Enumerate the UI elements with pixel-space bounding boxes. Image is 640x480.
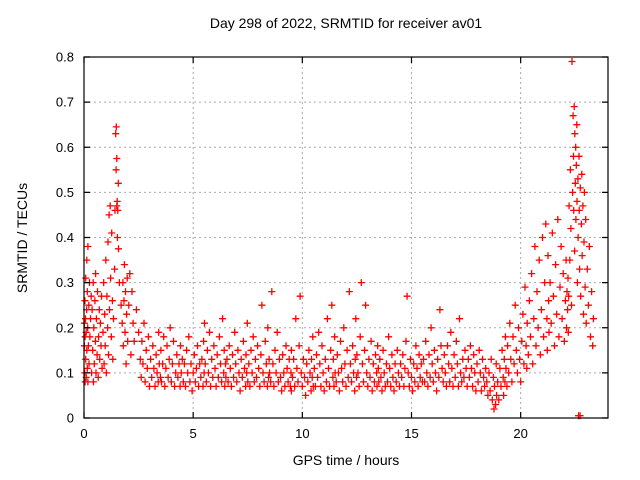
- x-axis-title: GPS time / hours: [292, 452, 400, 468]
- x-tick-label: 15: [404, 426, 418, 441]
- chart-title: Day 298 of 2022, SRMTID for receiver av0…: [209, 15, 483, 31]
- y-tick-label: 0.8: [56, 50, 74, 65]
- y-tick-label: 0.5: [56, 185, 74, 200]
- x-tick-label: 5: [190, 426, 197, 441]
- x-tick-label: 0: [80, 426, 87, 441]
- y-tick-label: 0.4: [56, 230, 74, 245]
- x-tick-label: 20: [513, 426, 527, 441]
- y-tick-label: 0.3: [56, 275, 74, 290]
- y-tick-label: 0.7: [56, 95, 74, 110]
- y-tick-label: 0.6: [56, 140, 74, 155]
- data-points-srmtid: [80, 58, 597, 420]
- y-tick-label: 0: [67, 411, 74, 426]
- y-tick-label: 0.2: [56, 320, 74, 335]
- y-tick-label: 0.1: [56, 365, 74, 380]
- grid-lines: [84, 57, 608, 418]
- tick-marks: [83, 56, 608, 419]
- x-tick-label: 10: [295, 426, 309, 441]
